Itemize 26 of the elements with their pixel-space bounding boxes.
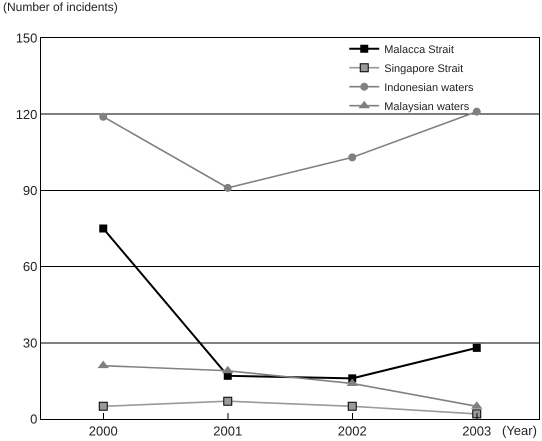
legend-label: Malacca Strait bbox=[384, 44, 454, 56]
point bbox=[472, 108, 481, 116]
point bbox=[348, 153, 356, 162]
y-tick-label: 150 bbox=[16, 30, 38, 46]
y-tick-label: 90 bbox=[22, 182, 38, 198]
point bbox=[348, 402, 357, 411]
y-tick-label: 0 bbox=[30, 412, 38, 427]
x-tick-label: 2002 bbox=[338, 424, 367, 439]
x-tick-label: 2001 bbox=[213, 424, 242, 439]
y-tick-label: 120 bbox=[16, 106, 38, 122]
point bbox=[223, 396, 232, 406]
y-axis-title: (Number of incidents) bbox=[3, 0, 118, 14]
x-axis-title: (Year) bbox=[502, 423, 537, 438]
x-tick-label: 2003 bbox=[462, 424, 492, 439]
point bbox=[98, 402, 108, 411]
y-tick-label: 30 bbox=[22, 335, 38, 350]
point bbox=[472, 344, 481, 352]
y-tick-label: 60 bbox=[22, 259, 38, 274]
legend-label: Singapore Strait bbox=[384, 62, 464, 75]
point bbox=[224, 184, 232, 192]
legend-label: Indonesian waters bbox=[384, 82, 474, 94]
point bbox=[472, 409, 482, 418]
point bbox=[99, 224, 108, 232]
x-tick-label: 2000 bbox=[88, 424, 118, 439]
legend-label: Malaysian waters bbox=[384, 100, 470, 113]
point bbox=[99, 112, 108, 121]
